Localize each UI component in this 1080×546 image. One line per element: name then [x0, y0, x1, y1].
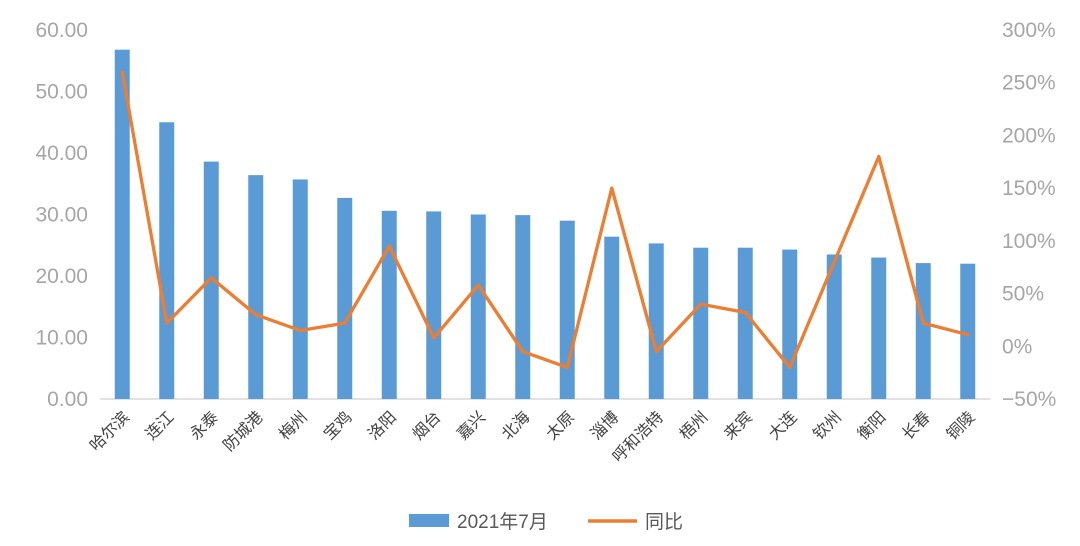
y-axis-left-tick: 0.00 [47, 388, 88, 411]
legend-line-label: 同比 [645, 511, 683, 533]
y-axis-left-tick: 30.00 [35, 204, 88, 227]
legend-bar-swatch [409, 514, 449, 527]
y-axis-right-tick: 100% [1002, 230, 1056, 253]
y-axis-left-tick: 20.00 [35, 265, 88, 288]
x-axis-label: 烟台 [409, 408, 444, 443]
x-axis-label: 洛阳 [365, 408, 400, 443]
bar [960, 263, 976, 399]
x-axis-label: 永泰 [187, 408, 222, 443]
y-axis-right-tick: 300% [1002, 19, 1056, 42]
bar [248, 175, 264, 399]
y-axis-right-tick: 50% [1002, 283, 1044, 306]
bar [426, 211, 442, 399]
bar [826, 254, 842, 399]
y-axis-right-tick: 200% [1002, 124, 1056, 147]
bar [559, 220, 575, 399]
bar [871, 257, 887, 399]
bar [515, 215, 531, 399]
bar [604, 236, 620, 399]
x-axis-label: 铜陵 [943, 408, 978, 443]
bar [203, 161, 219, 399]
y-axis-right-tick: −50% [1002, 388, 1056, 411]
bar [337, 197, 353, 399]
legend: 2021年7月 同比 [409, 511, 683, 533]
bar [648, 243, 664, 399]
x-axis-label: 嘉兴 [454, 408, 489, 443]
y-axis-right-tick-labels: 300% 250% 200% 150% 100% 50% 0% −50% [1002, 19, 1056, 411]
x-axis-label: 钦州 [810, 408, 845, 443]
bar [737, 247, 753, 399]
y-axis-left-tick: 40.00 [35, 142, 88, 165]
x-axis-label: 来宾 [721, 408, 756, 443]
bar [292, 179, 308, 399]
x-axis-label: 防城港 [220, 408, 267, 455]
y-axis-right-tick: 150% [1002, 177, 1056, 200]
x-axis-label: 宝鸡 [320, 408, 355, 443]
x-axis-label: 连江 [142, 408, 177, 443]
y-axis-right-tick: 250% [1002, 72, 1056, 95]
x-axis-label: 北海 [498, 408, 533, 443]
bar [114, 49, 130, 400]
x-axis-label: 大连 [765, 408, 800, 443]
line-series [120, 70, 970, 370]
legend-bar-label: 2021年7月 [457, 511, 548, 533]
x-axis-label: 梧州 [676, 408, 711, 443]
line-path [120, 70, 970, 370]
bar [381, 210, 397, 399]
bar [782, 249, 798, 399]
y-axis-right-tick: 0% [1002, 335, 1032, 358]
x-axis-label: 太原 [543, 408, 578, 443]
y-axis-left-tick: 10.00 [35, 327, 88, 350]
y-axis-left-tick: 50.00 [35, 81, 88, 104]
x-axis-label: 梅州 [276, 408, 311, 443]
x-axis-label: 哈尔滨 [86, 408, 133, 455]
bar [915, 263, 931, 399]
bar [693, 247, 709, 399]
x-axis-label: 淄博 [587, 408, 622, 443]
x-axis-label: 长春 [899, 408, 934, 443]
x-axis-label: 衡阳 [854, 408, 889, 443]
bar [159, 122, 175, 399]
bar-series [114, 49, 976, 400]
y-axis-left-tick-labels: 60.00 50.00 40.00 30.00 20.00 10.00 0.00 [35, 19, 88, 411]
y-axis-left-tick: 60.00 [35, 19, 88, 42]
bar [470, 214, 486, 399]
